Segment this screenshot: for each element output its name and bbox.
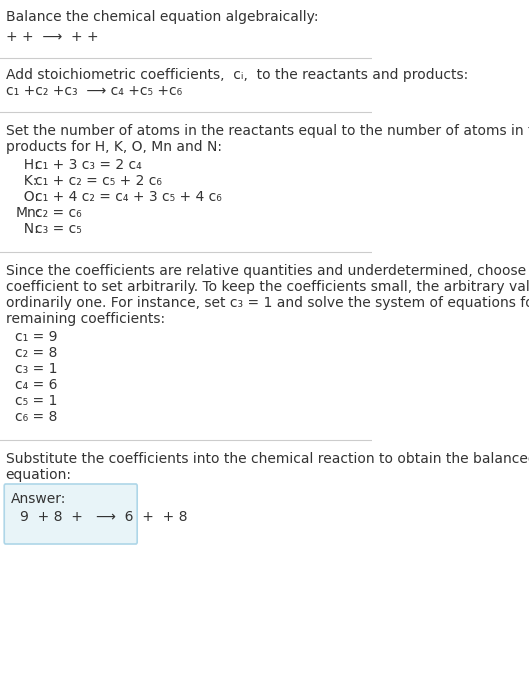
Text: c₁ = 9: c₁ = 9 xyxy=(15,330,58,344)
Text: H:: H: xyxy=(15,158,39,172)
Text: c₂ = c₆: c₂ = c₆ xyxy=(35,206,82,220)
Text: c₄ = 6: c₄ = 6 xyxy=(15,378,58,392)
Text: N:: N: xyxy=(15,222,39,236)
Text: c₃ = 1: c₃ = 1 xyxy=(15,362,58,376)
Text: 9  + 8  +   ⟶  6  +  + 8: 9 + 8 + ⟶ 6 + + 8 xyxy=(20,510,191,524)
Text: Substitute the coefficients into the chemical reaction to obtain the balanced: Substitute the coefficients into the che… xyxy=(6,452,529,466)
Text: Add stoichiometric coefficients,  cᵢ,  to the reactants and products:: Add stoichiometric coefficients, cᵢ, to … xyxy=(6,68,468,82)
Text: Balance the chemical equation algebraically:: Balance the chemical equation algebraica… xyxy=(6,10,318,24)
Text: equation:: equation: xyxy=(6,468,71,482)
FancyBboxPatch shape xyxy=(4,484,137,544)
Text: ordinarily one. For instance, set c₃ = 1 and solve the system of equations for t: ordinarily one. For instance, set c₃ = 1… xyxy=(6,296,529,310)
Text: c₂ = 8: c₂ = 8 xyxy=(15,346,58,360)
Text: c₆ = 8: c₆ = 8 xyxy=(15,410,58,424)
Text: c₁ + 4 c₂ = c₄ + 3 c₅ + 4 c₆: c₁ + 4 c₂ = c₄ + 3 c₅ + 4 c₆ xyxy=(35,190,222,204)
Text: K:: K: xyxy=(15,174,38,188)
Text: c₁ +c₂ +c₃  ⟶ c₄ +c₅ +c₆: c₁ +c₂ +c₃ ⟶ c₄ +c₅ +c₆ xyxy=(6,84,182,98)
Text: c₁ + 3 c₃ = 2 c₄: c₁ + 3 c₃ = 2 c₄ xyxy=(35,158,142,172)
Text: c₅ = 1: c₅ = 1 xyxy=(15,394,58,408)
Text: Mn:: Mn: xyxy=(15,206,41,220)
Text: O:: O: xyxy=(15,190,40,204)
Text: products for H, K, O, Mn and N:: products for H, K, O, Mn and N: xyxy=(6,140,222,154)
Text: Answer:: Answer: xyxy=(11,492,67,506)
Text: c₃ = c₅: c₃ = c₅ xyxy=(35,222,82,236)
Text: Set the number of atoms in the reactants equal to the number of atoms in the: Set the number of atoms in the reactants… xyxy=(6,124,529,138)
Text: Since the coefficients are relative quantities and underdetermined, choose a: Since the coefficients are relative quan… xyxy=(6,264,529,278)
Text: c₁ + c₂ = c₅ + 2 c₆: c₁ + c₂ = c₅ + 2 c₆ xyxy=(35,174,162,188)
Text: remaining coefficients:: remaining coefficients: xyxy=(6,312,165,326)
Text: coefficient to set arbitrarily. To keep the coefficients small, the arbitrary va: coefficient to set arbitrarily. To keep … xyxy=(6,280,529,294)
Text: + +  ⟶  + +: + + ⟶ + + xyxy=(6,30,98,44)
